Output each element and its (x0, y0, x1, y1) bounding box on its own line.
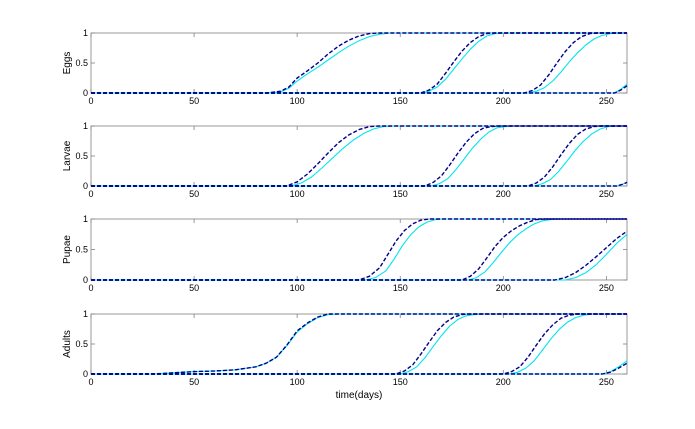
x-tick-label: 150 (393, 377, 408, 387)
y-axis-label: Adults (62, 330, 73, 358)
axes-box (90, 32, 628, 94)
x-tick-label: 250 (599, 377, 614, 387)
series-line-solid (91, 32, 627, 94)
x-tick-label: 250 (599, 283, 614, 293)
x-tick-label: 200 (496, 377, 511, 387)
x-tick-label: 0 (88, 189, 93, 199)
series-line-dashed (91, 362, 628, 375)
y-tick-label: 0.5 (75, 245, 88, 255)
x-tick-label: 150 (393, 96, 408, 106)
subplot-1: 0 50 100 150 200 250 0 0.5 1 Larvae (62, 121, 628, 199)
x-tick-label: 100 (290, 96, 305, 106)
series-line-dashed (91, 313, 627, 375)
series-line-solid (91, 125, 627, 187)
subplot-0: 0 50 100 150 200 250 0 0.5 1 Eggs (62, 28, 628, 106)
y-tick-label: 1 (83, 28, 88, 38)
y-tick-label: 1 (83, 214, 88, 224)
series-line-dashed (91, 218, 627, 281)
x-tick-label: 200 (496, 283, 511, 293)
series-line-dashed (91, 32, 627, 94)
x-tick-label: 50 (189, 96, 199, 106)
x-tick-label: 100 (290, 283, 305, 293)
series-line-solid (91, 313, 627, 375)
x-tick-label: 50 (189, 283, 199, 293)
x-tick-label: 150 (393, 189, 408, 199)
series-line-solid (91, 218, 627, 281)
series-line-dashed (91, 230, 628, 281)
series-line-dashed (91, 125, 627, 187)
y-tick-label: 1 (83, 121, 88, 131)
x-tick-label: 100 (290, 189, 305, 199)
x-tick-label: 250 (599, 96, 614, 106)
y-axis-label: Larvae (62, 140, 73, 171)
series-line-solid (91, 32, 627, 94)
y-tick-label: 0 (83, 181, 88, 191)
x-tick-label: 150 (393, 283, 408, 293)
y-axis-label: Pupae (62, 235, 73, 264)
axes-box (90, 218, 628, 281)
subplot-3: 0 50 100 150 200 250 0 0.5 1 Adults time(days) (62, 309, 628, 401)
x-tick-label: 200 (496, 189, 511, 199)
series-line-dashed (91, 32, 627, 94)
series-line-dashed (91, 85, 628, 94)
x-tick-label: 200 (496, 96, 511, 106)
x-tick-label: 0 (88, 377, 93, 387)
x-tick-label: 50 (189, 189, 199, 199)
y-axis-label: Eggs (62, 52, 73, 75)
series-line-dashed (91, 313, 627, 375)
y-tick-label: 0 (83, 275, 88, 285)
series-line-dashed (91, 181, 628, 187)
y-tick-label: 0.5 (75, 151, 88, 161)
x-tick-label: 0 (88, 283, 93, 293)
series-line-solid (91, 125, 627, 187)
series-line-solid (91, 32, 627, 94)
x-tick-label: 0 (88, 96, 93, 106)
series-line-dashed (91, 125, 627, 187)
y-tick-label: 1 (83, 309, 88, 319)
x-tick-label: 250 (599, 189, 614, 199)
subplot-2: 0 50 100 150 200 250 0 0.5 1 Pupae (62, 214, 628, 293)
y-tick-label: 0 (83, 369, 88, 379)
x-tick-label: 50 (189, 377, 199, 387)
x-tick-label: 100 (290, 377, 305, 387)
series-line-solid (91, 360, 628, 375)
y-tick-label: 0 (83, 88, 88, 98)
series-line-dashed (91, 313, 627, 375)
series-line-solid (91, 218, 627, 281)
y-tick-label: 0.5 (75, 339, 88, 349)
series-line-solid (91, 233, 628, 281)
series-line-dashed (91, 32, 627, 94)
x-axis-label: time(days) (336, 390, 383, 401)
series-line-dashed (91, 125, 627, 187)
series-line-solid (91, 125, 627, 187)
series-line-dashed (91, 218, 627, 281)
y-tick-label: 0.5 (75, 58, 88, 68)
axes-box (90, 125, 628, 187)
